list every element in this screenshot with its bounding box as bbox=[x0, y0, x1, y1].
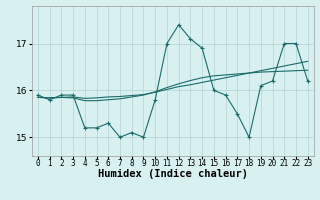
X-axis label: Humidex (Indice chaleur): Humidex (Indice chaleur) bbox=[98, 169, 248, 179]
